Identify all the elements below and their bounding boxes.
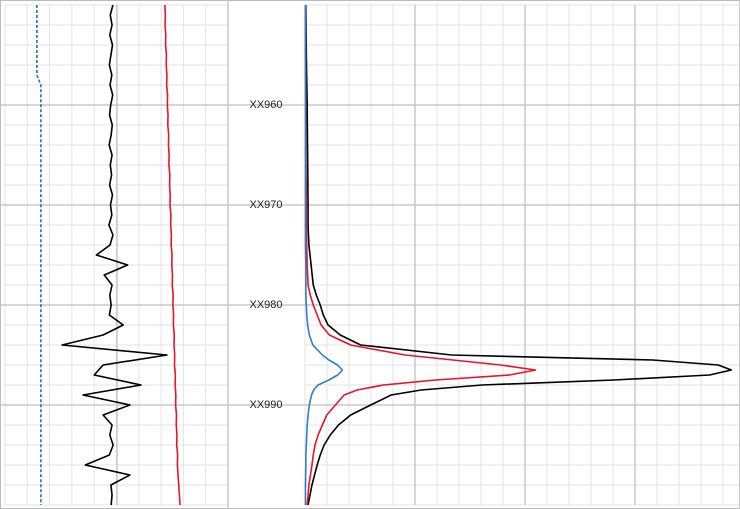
log-curve xyxy=(304,5,537,506)
depth-label: XX980 xyxy=(249,299,282,311)
log-curve xyxy=(61,4,168,506)
depth-label: XX990 xyxy=(249,399,282,411)
log-curve xyxy=(304,5,344,505)
depth-label: XX970 xyxy=(249,199,282,211)
log-curve xyxy=(164,4,181,506)
log-curve xyxy=(305,4,733,506)
log-curve xyxy=(36,5,42,505)
depth-label: XX960 xyxy=(249,99,282,111)
